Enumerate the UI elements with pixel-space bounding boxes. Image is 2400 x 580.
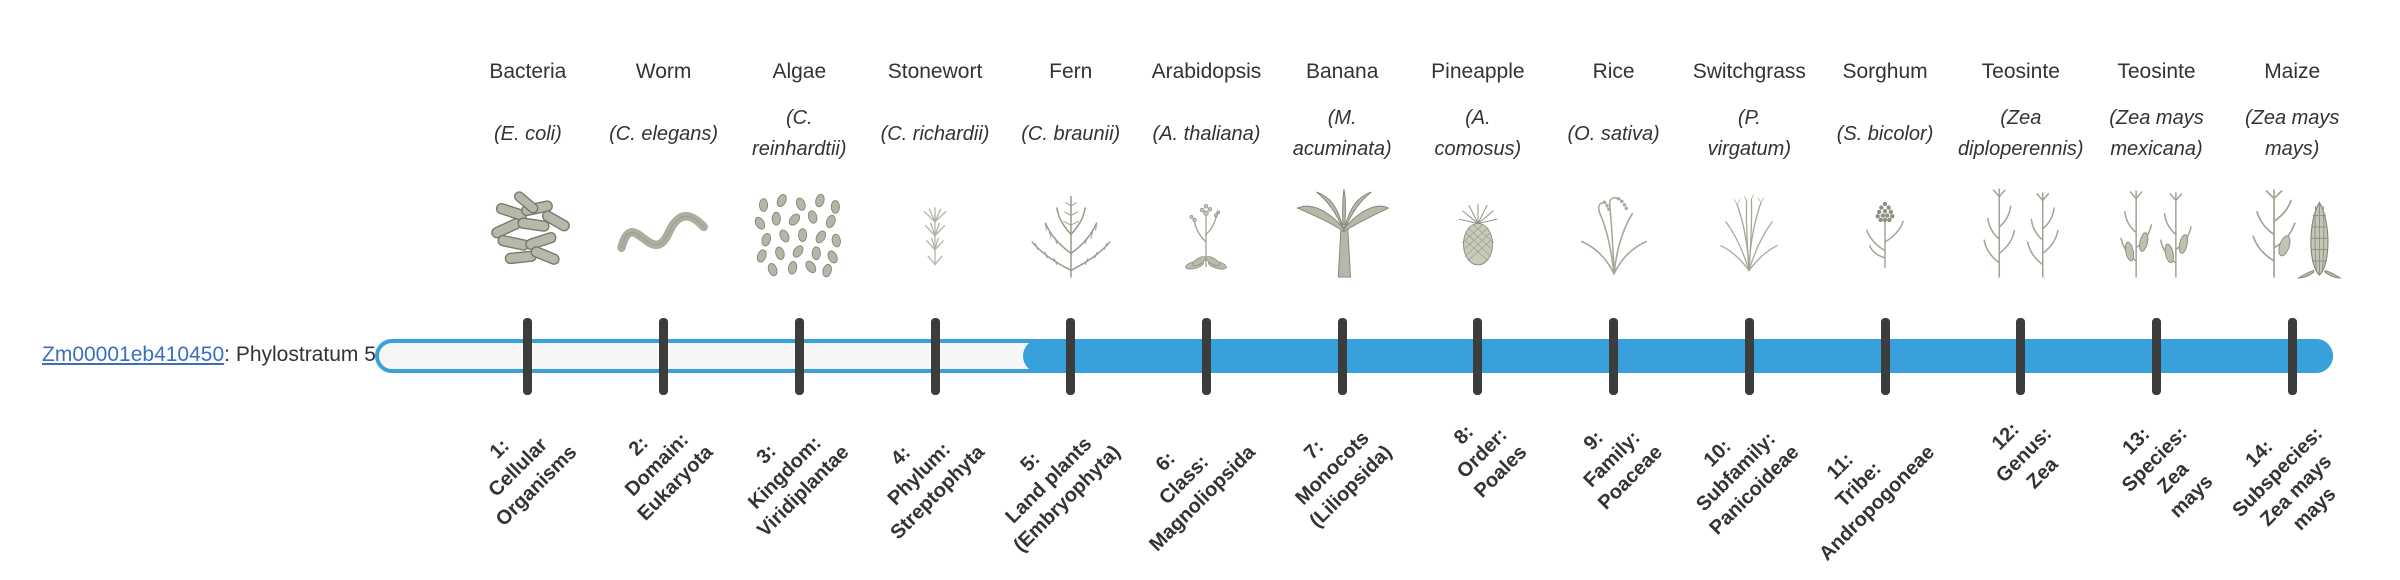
taxon-scientific-name: (P. virgatum) — [1707, 107, 1791, 160]
taxon-scientific-name: (C. richardii) — [880, 122, 990, 145]
stratum-label: 12: Genus: Zea — [1987, 418, 2063, 494]
taxon-common-name: Teosinte — [1981, 60, 2060, 83]
stratum-tick — [794, 318, 804, 395]
taxon-scientific-name: (O. sativa) — [1567, 122, 1660, 145]
bacteria-icon — [460, 172, 596, 282]
phylostratum-text: : Phylostratum 5 — [224, 343, 376, 366]
taxon-scientific-name: (A. comosus) — [1434, 107, 1522, 160]
stratum-tick — [659, 318, 669, 395]
gene-id-link[interactable]: Zm00001eb410450 — [42, 343, 225, 366]
stratum-tick — [2287, 318, 2297, 395]
taxon-scientific-name: (C. reinhardtii) — [752, 107, 847, 160]
rice-icon — [1546, 172, 1682, 282]
taxon-common-name: Banana — [1305, 60, 1379, 83]
taxon-column: Pineapple (A. comosus) 8: Order: Poales — [1410, 0, 1546, 580]
taxon-common-name: Pineapple — [1431, 60, 1525, 83]
taxon-column: Banana (M. acuminata) 7: Monocots (Lilio… — [1274, 0, 1410, 580]
stratum-label: 7: Monocots (Liliopsida) — [1290, 427, 1396, 533]
taxon-scientific-name: (C. elegans) — [609, 122, 719, 145]
stratum-label: 10: Subfamily: Panicoideae — [1691, 427, 1804, 540]
stratum-tick — [930, 318, 940, 395]
taxon-column: Rice (O. sativa) 9: Family: Poaceae — [1546, 0, 1682, 580]
stratum-tick — [523, 318, 533, 395]
stratum-label: 1: Cellular Organisms — [484, 433, 582, 531]
switchgrass-icon — [1681, 172, 1817, 282]
taxon-common-name: Fern — [1049, 60, 1093, 83]
algae-icon — [731, 172, 867, 282]
stratum-tick — [2151, 318, 2161, 395]
taxon-scientific-name: (S. bicolor) — [1836, 122, 1934, 145]
taxon-common-name: Worm — [635, 60, 692, 83]
taxon-scientific-name: (Zea mays mexicana) — [2109, 107, 2204, 160]
taxon-common-name: Bacteria — [489, 60, 567, 83]
taxon-column: Maize (Zea mays mays) 14: Subspecies: Ze… — [2224, 0, 2360, 580]
taxon-column: Stonewort (C. richardii) 4: Phylum: Stre… — [867, 0, 1003, 580]
fern-icon — [1003, 172, 1139, 282]
taxa-columns: Bacteria (E. coli) 1: Cellular Organisms… — [460, 0, 2360, 580]
taxon-column: Teosinte (Zea diploperennis) 12: Genus: … — [1953, 0, 2089, 580]
taxon-column: Sorghum (S. bicolor) 11: Tribe: Andropog… — [1815, 0, 1953, 580]
taxon-scientific-name: (C. braunii) — [1021, 122, 1121, 145]
taxon-column: Arabidopsis (A. thaliana) 6: Class: Magn… — [1139, 0, 1275, 580]
taxon-column: Switchgrass (P. virgatum) 10: Subfamily:… — [1681, 0, 1817, 580]
taxon-common-name: Arabidopsis — [1151, 60, 1262, 83]
pineapple-icon — [1410, 172, 1546, 282]
stratum-label: 4: Phylum: Streptophyta — [883, 438, 989, 544]
stratum-tick — [1609, 318, 1619, 395]
stratum-label: 9: Family: Poaceae — [1579, 426, 1668, 515]
stratum-tick — [1473, 318, 1483, 395]
taxon-common-name: Sorghum — [1842, 60, 1928, 83]
stratum-tick — [1337, 318, 1347, 395]
taxon-common-name: Rice — [1592, 60, 1635, 83]
stratum-tick — [1066, 318, 1076, 395]
phylostrata-bar — [375, 339, 2333, 373]
taxon-column: Bacteria (E. coli) 1: Cellular Organisms — [460, 0, 596, 580]
stratum-label: 2: Domain: Eukaryota — [620, 428, 718, 526]
maize-icon — [2224, 172, 2360, 282]
taxon-column: Algae (C. reinhardtii) 3: Kingdom: Virid… — [731, 0, 867, 580]
arabidopsis-icon — [1139, 172, 1275, 282]
taxon-common-name: Stonewort — [887, 60, 983, 83]
stratum-tick — [2016, 318, 2026, 395]
stratum-tick — [1744, 318, 1754, 395]
taxon-common-name: Teosinte — [2117, 60, 2196, 83]
worm-icon — [596, 172, 732, 282]
taxon-scientific-name: (Zea mays mays) — [2244, 107, 2340, 160]
taxon-common-name: Switchgrass — [1692, 60, 1806, 83]
taxon-common-name: Algae — [772, 60, 827, 83]
taxon-common-name: Maize — [2264, 60, 2321, 83]
phylostrata-bar-fill — [1023, 339, 2333, 373]
taxon-scientific-name: (Zea diploperennis) — [1957, 107, 2084, 160]
taxon-column: Fern (C. braunii) 5: Land plants (Embryo… — [1001, 0, 1139, 580]
stratum-label: 13: Species: Zea mays — [2118, 422, 2218, 523]
taxon-column: Teosinte (Zea mays mexicana) 13: Species… — [2089, 0, 2225, 580]
banana-icon — [1274, 172, 1410, 282]
teosinte-mexicana-icon — [2089, 172, 2225, 282]
stratum-label: 14: Subspecies: Zea mays mays — [2228, 422, 2341, 535]
stratum-label: 3: Kingdom: Viridiplantae — [743, 432, 854, 542]
stratum-label: 8: Order: Poales — [1450, 420, 1532, 503]
stonewort-icon — [867, 172, 1003, 282]
taxon-scientific-name: (A. thaliana) — [1152, 122, 1261, 145]
taxon-scientific-name: (M. acuminata) — [1292, 107, 1392, 160]
teosinte-diploperennis-icon — [1953, 172, 2089, 282]
taxon-column: Worm (C. elegans) 2: Domain: Eukaryota — [596, 0, 732, 580]
gene-label: Zm00001eb410450: Phylostratum 5 — [42, 343, 376, 367]
sorghum-icon — [1817, 172, 1953, 282]
stratum-tick — [1201, 318, 1211, 395]
stratum-tick — [1880, 318, 1890, 395]
taxon-scientific-name: (E. coli) — [493, 122, 562, 145]
